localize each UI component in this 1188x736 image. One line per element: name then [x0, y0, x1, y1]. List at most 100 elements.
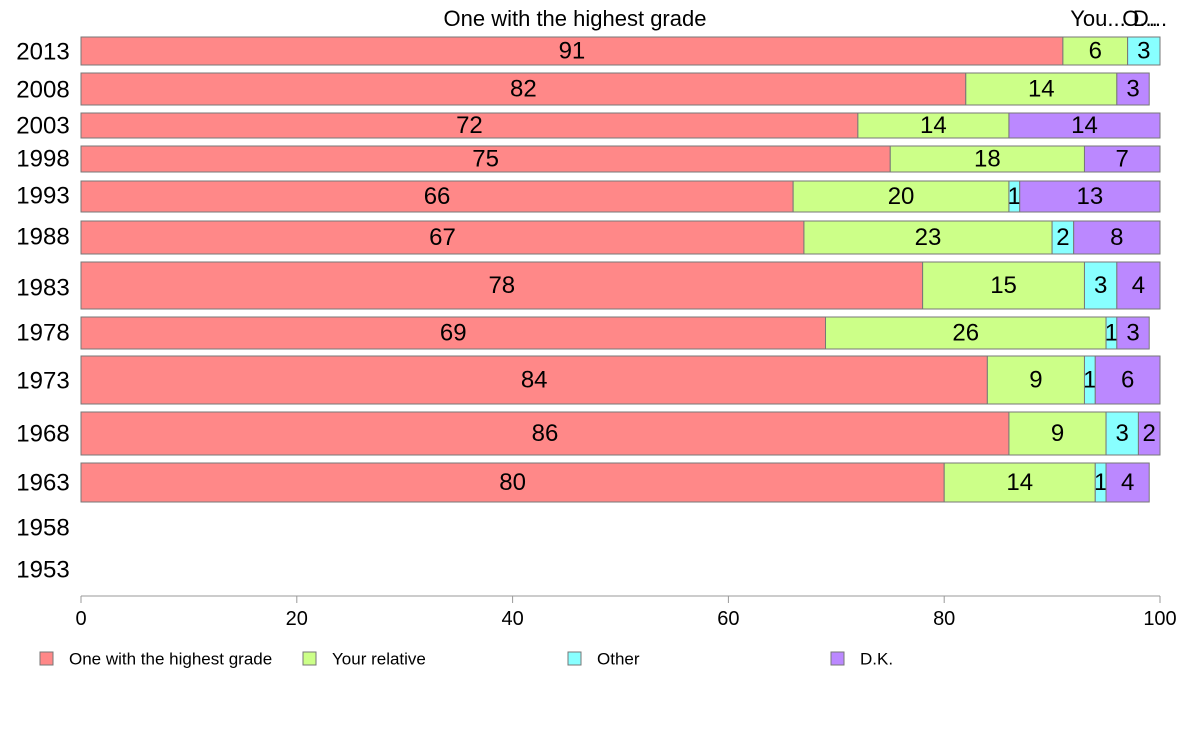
bar-1988-series-1: [803, 220, 1053, 255]
bar-label-1988-series-1: 23: [915, 224, 942, 251]
bar-label-1988-series-2: 2: [1056, 224, 1069, 251]
year-label-1988: 1988: [16, 224, 69, 251]
bar-1983-series-2: [1083, 261, 1118, 310]
bar-label-1963-series-1: 14: [1006, 469, 1033, 496]
legend-label-3: D.K.: [860, 650, 893, 669]
bar-label-1973-series-0: 84: [521, 367, 548, 394]
year-label-1953: 1953: [16, 557, 69, 584]
bar-2003-series-1: [857, 112, 1010, 139]
year-label-2013: 2013: [16, 39, 69, 66]
legend-swatch-0: [39, 651, 54, 666]
bar-label-1968-series-0: 86: [532, 420, 559, 447]
bar-label-1978-series-1: 26: [952, 320, 979, 347]
legend-swatch-1: [302, 651, 317, 666]
bar-label-1993-series-1: 20: [888, 183, 915, 210]
bar-label-1993-series-0: 66: [424, 183, 451, 210]
x-tick-label-80: 80: [933, 608, 955, 630]
bar-1998-series-1: [889, 145, 1085, 173]
bar-2003-series-3: [1008, 112, 1161, 139]
year-label-1958: 1958: [16, 515, 69, 542]
top-label-3: D...: [1133, 6, 1167, 31]
bar-1973-series-1: [986, 355, 1085, 405]
legend: One with the highest grade Your relative O…: [39, 650, 893, 669]
legend-label-2: Other: [597, 650, 640, 669]
bar-1998-series-3: [1083, 145, 1161, 173]
bar-label-2008-series-0: 82: [510, 76, 537, 103]
bar-label-1998-series-0: 75: [472, 146, 499, 173]
bar-label-2003-series-3: 14: [1071, 112, 1098, 139]
year-label-1998: 1998: [16, 146, 69, 173]
bar-1968-series-2: [1105, 411, 1139, 456]
bar-label-1998-series-1: 18: [974, 146, 1001, 173]
year-label-2008: 2008: [16, 77, 69, 104]
x-axis: 0 20 40 60 80 100: [75, 595, 1177, 630]
bar-label-1983-series-2: 3: [1094, 272, 1107, 299]
bar-1978-series-0: [80, 316, 827, 350]
x-tick-label-20: 20: [286, 608, 308, 630]
bar-label-1988-series-0: 67: [429, 224, 456, 251]
bar-1963-series-1: [943, 462, 1096, 503]
bar-1968-series-0: [80, 411, 1010, 456]
bar-1968-series-3: [1137, 411, 1161, 456]
bar-label-1983-series-1: 15: [990, 272, 1017, 299]
year-labels: 2013 2008 2003 1998 1993 1988 1983 1978 1973 1968…: [16, 39, 69, 584]
bar-1993-series-1: [792, 180, 1010, 213]
bar-label-1998-series-3: 7: [1116, 146, 1129, 173]
bar-1973-series-0: [80, 355, 988, 405]
x-tick-label-40: 40: [501, 608, 523, 630]
bar-2008-series-0: [80, 72, 967, 106]
bar-label-2013-series-2: 3: [1137, 38, 1150, 65]
bar-label-1963-series-0: 80: [499, 469, 526, 496]
bar-label-2003-series-0: 72: [456, 112, 483, 139]
top-label-1: You...: [1070, 6, 1125, 31]
bar-2008-series-1: [965, 72, 1118, 106]
bar-label-1983-series-3: 4: [1132, 272, 1145, 299]
bar-1968-series-1: [1008, 411, 1107, 456]
bar-1963-series-0: [80, 462, 945, 503]
bar-label-1963-series-3: 4: [1121, 469, 1134, 496]
year-label-1983: 1983: [16, 275, 69, 302]
bar-label-2013-series-0: 91: [559, 38, 586, 65]
bar-2013-series-2: [1127, 36, 1161, 66]
bar-1978-series-3: [1116, 316, 1150, 350]
bar-1998-series-0: [80, 145, 891, 173]
bar-1988-series-0: [80, 220, 805, 255]
year-label-1963: 1963: [16, 470, 69, 497]
top-labels: One with the highest grade You...O...D...: [444, 6, 1168, 31]
bar-label-1973-series-3: 6: [1121, 367, 1134, 394]
top-label-0: One with the highest grade: [444, 6, 707, 31]
bar-label-1993-series-3: 13: [1077, 183, 1104, 210]
legend-label-0: One with the highest grade: [69, 650, 272, 669]
year-label-1973: 1973: [16, 368, 69, 395]
bar-label-2013-series-1: 6: [1089, 38, 1102, 65]
x-tick-label-100: 100: [1143, 608, 1176, 630]
year-label-2003: 2003: [16, 113, 69, 140]
bar-label-1983-series-0: 78: [488, 272, 515, 299]
bar-label-1993-series-2: 1: [1008, 183, 1021, 210]
bar-label-2008-series-3: 3: [1126, 76, 1139, 103]
x-tick-label-0: 0: [75, 608, 86, 630]
bar-label-1978-series-0: 69: [440, 320, 467, 347]
bar-label-1968-series-3: 2: [1143, 420, 1156, 447]
bar-label-1978-series-3: 3: [1126, 320, 1139, 347]
bar-2008-series-3: [1116, 72, 1150, 106]
bar-1983-series-0: [80, 261, 924, 310]
legend-label-1: Your relative: [332, 650, 426, 669]
year-label-1993: 1993: [16, 183, 69, 210]
bar-label-1978-series-2: 1: [1105, 320, 1118, 347]
bar-2013-series-1: [1062, 36, 1129, 66]
x-tick-label-60: 60: [717, 608, 739, 630]
bar-1983-series-3: [1116, 261, 1161, 310]
bar-label-2008-series-1: 14: [1028, 76, 1055, 103]
year-label-1978: 1978: [16, 320, 69, 347]
year-label-1968: 1968: [16, 421, 69, 448]
bar-label-1973-series-1: 9: [1029, 367, 1042, 394]
bar-1988-series-3: [1073, 220, 1161, 255]
bar-1993-series-0: [80, 180, 794, 213]
legend-swatch-3: [830, 651, 845, 666]
bar-1973-series-3: [1094, 355, 1161, 405]
bar-2013-series-0: [80, 36, 1064, 66]
bar-label-1968-series-2: 3: [1116, 420, 1129, 447]
